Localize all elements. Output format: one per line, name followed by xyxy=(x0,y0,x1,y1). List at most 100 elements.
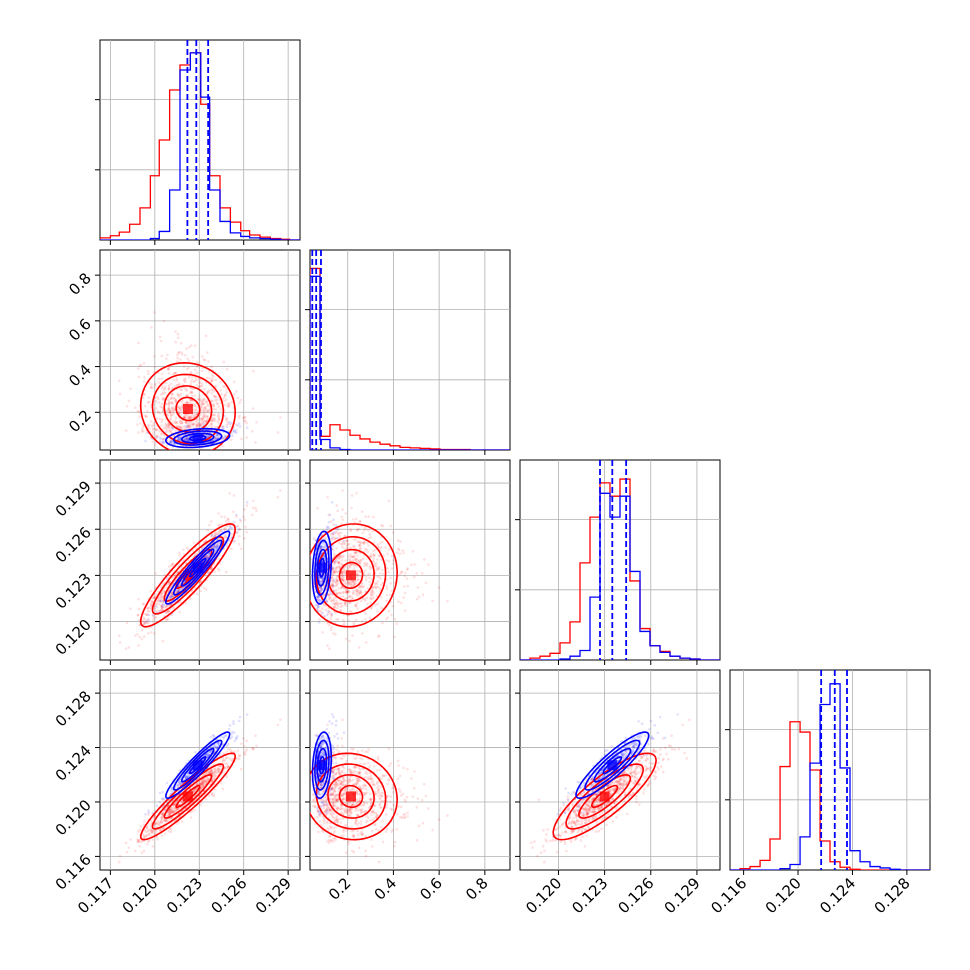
blue-point xyxy=(225,425,229,429)
red-point xyxy=(363,564,366,568)
red-point xyxy=(244,525,247,529)
red-point xyxy=(146,410,149,413)
blue-point xyxy=(155,435,159,439)
red-point xyxy=(210,567,213,571)
blue-point xyxy=(224,533,227,537)
red-point xyxy=(377,634,381,638)
red-point xyxy=(351,555,355,558)
red-point xyxy=(164,605,168,609)
red-point xyxy=(169,416,172,420)
red-density-peak xyxy=(346,570,357,581)
red-point xyxy=(220,393,223,396)
blue-point xyxy=(314,603,318,607)
red-point xyxy=(197,549,201,553)
red-point xyxy=(178,425,181,429)
red-point xyxy=(179,419,182,423)
red-point xyxy=(347,580,350,584)
blue-point xyxy=(147,618,150,622)
red-density-peak xyxy=(182,570,193,581)
red-point xyxy=(172,803,176,807)
red-point xyxy=(252,369,255,373)
red-point xyxy=(350,494,354,497)
blue-point xyxy=(227,539,231,543)
red-point xyxy=(331,579,334,583)
red-point xyxy=(214,378,217,382)
red-point xyxy=(389,582,392,585)
red-point xyxy=(210,546,214,549)
red-point xyxy=(376,585,380,589)
red-point xyxy=(210,791,214,795)
red-point xyxy=(327,513,331,517)
red-point xyxy=(347,583,351,587)
blue-point xyxy=(319,545,323,549)
red-point xyxy=(174,372,178,375)
red-point xyxy=(354,558,357,561)
red-point xyxy=(372,515,375,519)
red-point xyxy=(364,612,367,615)
red-point xyxy=(360,582,363,586)
red-point xyxy=(141,619,145,623)
red-point xyxy=(334,603,337,607)
red-point xyxy=(146,632,150,635)
blue-point xyxy=(316,597,319,600)
red-point xyxy=(356,589,359,593)
red-point xyxy=(172,411,175,414)
red-point xyxy=(385,577,389,581)
red-point xyxy=(193,414,197,417)
red-point xyxy=(164,618,168,622)
red-point xyxy=(151,596,154,600)
red-point xyxy=(194,376,198,380)
red-point xyxy=(372,557,375,560)
red-point xyxy=(341,489,344,492)
red-point xyxy=(335,618,338,621)
red-point xyxy=(171,810,175,813)
red-point xyxy=(331,599,335,602)
red-point xyxy=(146,401,150,404)
red-point xyxy=(343,603,347,607)
red-point xyxy=(195,425,199,428)
red-point xyxy=(367,544,370,547)
red-point xyxy=(226,405,230,408)
blue-point xyxy=(186,436,190,439)
red-point xyxy=(152,421,156,425)
red-point xyxy=(167,423,171,426)
red-point xyxy=(208,771,212,775)
blue-point xyxy=(147,613,151,617)
red-point xyxy=(375,566,379,570)
blue-contour xyxy=(173,430,223,446)
blue-point xyxy=(323,555,326,559)
red-point xyxy=(337,586,341,590)
red-point xyxy=(240,437,243,441)
red-point xyxy=(156,434,160,438)
blue-point xyxy=(238,518,242,522)
red-point xyxy=(163,388,166,391)
blue-point xyxy=(177,438,180,441)
red-point xyxy=(167,387,171,390)
red-point xyxy=(147,372,150,375)
red-point xyxy=(171,402,174,405)
red-contour xyxy=(315,536,387,615)
red-point xyxy=(217,531,221,535)
red-point xyxy=(143,820,146,823)
blue-point xyxy=(144,439,147,443)
red-point xyxy=(331,584,335,588)
red-point xyxy=(339,586,343,590)
red-point xyxy=(410,563,413,567)
red-point xyxy=(163,808,167,812)
red-point xyxy=(335,584,338,588)
red-point xyxy=(421,593,425,597)
blue-point xyxy=(326,610,330,613)
red-point xyxy=(191,413,194,417)
red-point xyxy=(377,635,380,638)
red-point xyxy=(205,554,208,557)
blue-point xyxy=(328,513,332,517)
red-point xyxy=(245,436,248,439)
red-point xyxy=(366,550,370,554)
red-point xyxy=(354,557,358,560)
red-point xyxy=(217,770,221,773)
red-point xyxy=(171,396,174,400)
blue-point xyxy=(183,437,187,441)
red-point xyxy=(354,551,357,555)
red-point xyxy=(192,790,196,794)
red-point xyxy=(206,415,209,418)
